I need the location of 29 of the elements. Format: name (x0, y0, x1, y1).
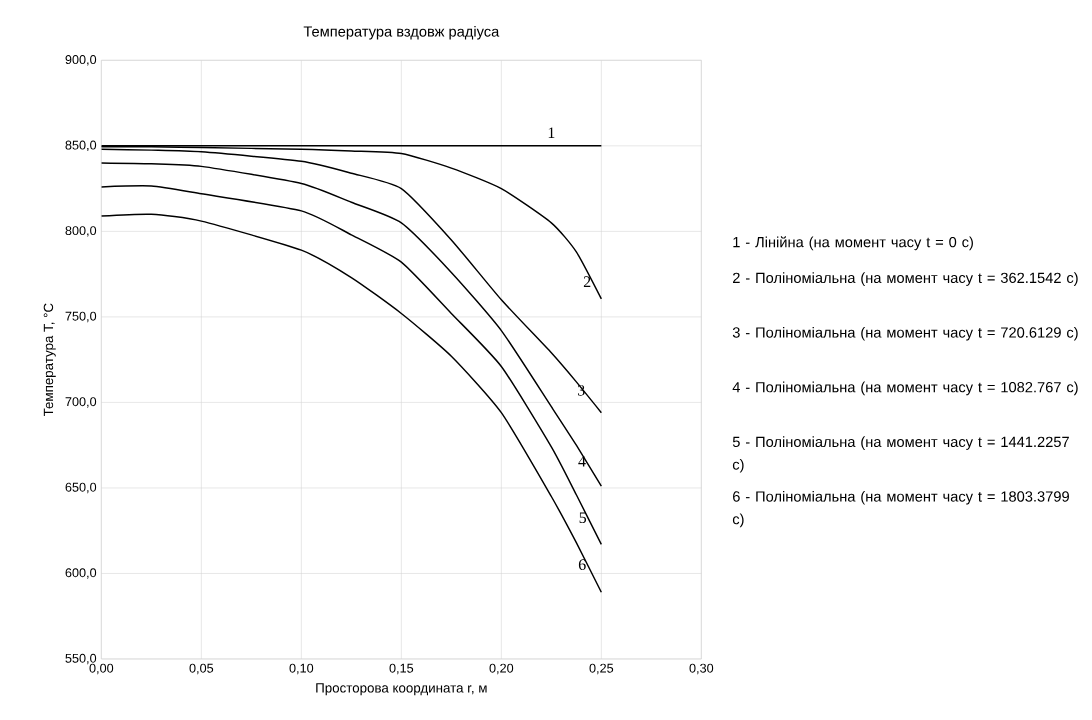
y-tick-label: 850,0 (65, 140, 97, 152)
x-tick-label: 0,30 (689, 663, 714, 675)
series-label: 6 (578, 559, 586, 570)
x-tick-label: 0,10 (289, 663, 314, 675)
text: 1 - Лінійна (на момент часу t = 0 с) (733, 236, 973, 251)
y-tick-label: 900,0 (65, 55, 97, 66)
x-tick-label: 0,00 (89, 663, 114, 675)
y-tick-label: 700,0 (65, 397, 97, 408)
text: 3 - Поліноміальна (на момент часу t = 720.6129 с) (732, 326, 1078, 341)
y-tick-label: 650,0 (65, 482, 97, 494)
x-tick-label: 0,15 (389, 663, 414, 675)
series-label: 4 (578, 455, 586, 467)
y-tick-label: 800,0 (65, 226, 97, 237)
text: 4 - Поліноміальна (на момент часу t = 1082.767 с) (732, 381, 1078, 396)
y-tick-label: 750,0 (65, 311, 97, 323)
series-label: 5 (579, 512, 587, 524)
text: 6 - Поліноміальна (на момент часу t = 1803.3799 с) (732, 490, 1069, 528)
chart-title: Температура вздовж радіуса (303, 25, 500, 40)
x-axis-title: Просторова координата r, м (316, 683, 487, 696)
series-label: 2 (583, 276, 591, 287)
x-tick-label: 0,05 (189, 663, 214, 675)
x-tick-label: 0,20 (489, 663, 514, 675)
y-axis-title: Температура T, °C (43, 303, 56, 417)
series-label: 1 (548, 127, 555, 138)
text: 5 - Поліноміальна (на момент часу t = 1441.2257 с) (732, 436, 1069, 473)
y-tick-label: 600,0 (65, 568, 97, 579)
x-tick-label: 0,25 (589, 663, 614, 675)
text: 2 - Поліноміальна (на момент часу t = 362.1542 с) (733, 272, 1078, 286)
y-tick-label: 550,0 (65, 653, 97, 665)
